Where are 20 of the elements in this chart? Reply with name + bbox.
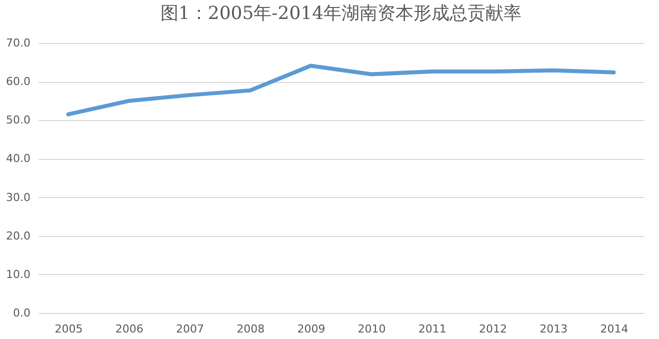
chart-title: 图1：2005年-2014年湖南资本形成总贡献率 — [160, 3, 522, 24]
x-tick-label: 2011 — [418, 322, 446, 336]
x-tick-label: 2012 — [479, 322, 507, 336]
x-tick-label: 2008 — [236, 322, 265, 336]
y-tick-label: 30.0 — [6, 190, 30, 204]
x-tick-label: 2009 — [297, 322, 326, 336]
y-tick-label: 20.0 — [6, 229, 30, 242]
y-tick-label: 0.0 — [13, 306, 30, 320]
y-tick-label: 40.0 — [6, 152, 30, 166]
line-series — [66, 64, 616, 116]
y-tick-label: 70.0 — [6, 36, 30, 50]
y-tick-label: 60.0 — [6, 75, 30, 88]
x-tick-label: 2014 — [600, 322, 628, 336]
y-tick-label: 50.0 — [6, 114, 30, 127]
x-tick-label: 2005 — [54, 322, 83, 336]
x-tick-label: 2010 — [358, 322, 386, 336]
x-tick-label: 2007 — [176, 322, 204, 336]
x-tick-label: 2006 — [115, 322, 144, 336]
y-tick-label: 10.0 — [6, 268, 30, 281]
x-tick-label: 2013 — [540, 322, 568, 336]
